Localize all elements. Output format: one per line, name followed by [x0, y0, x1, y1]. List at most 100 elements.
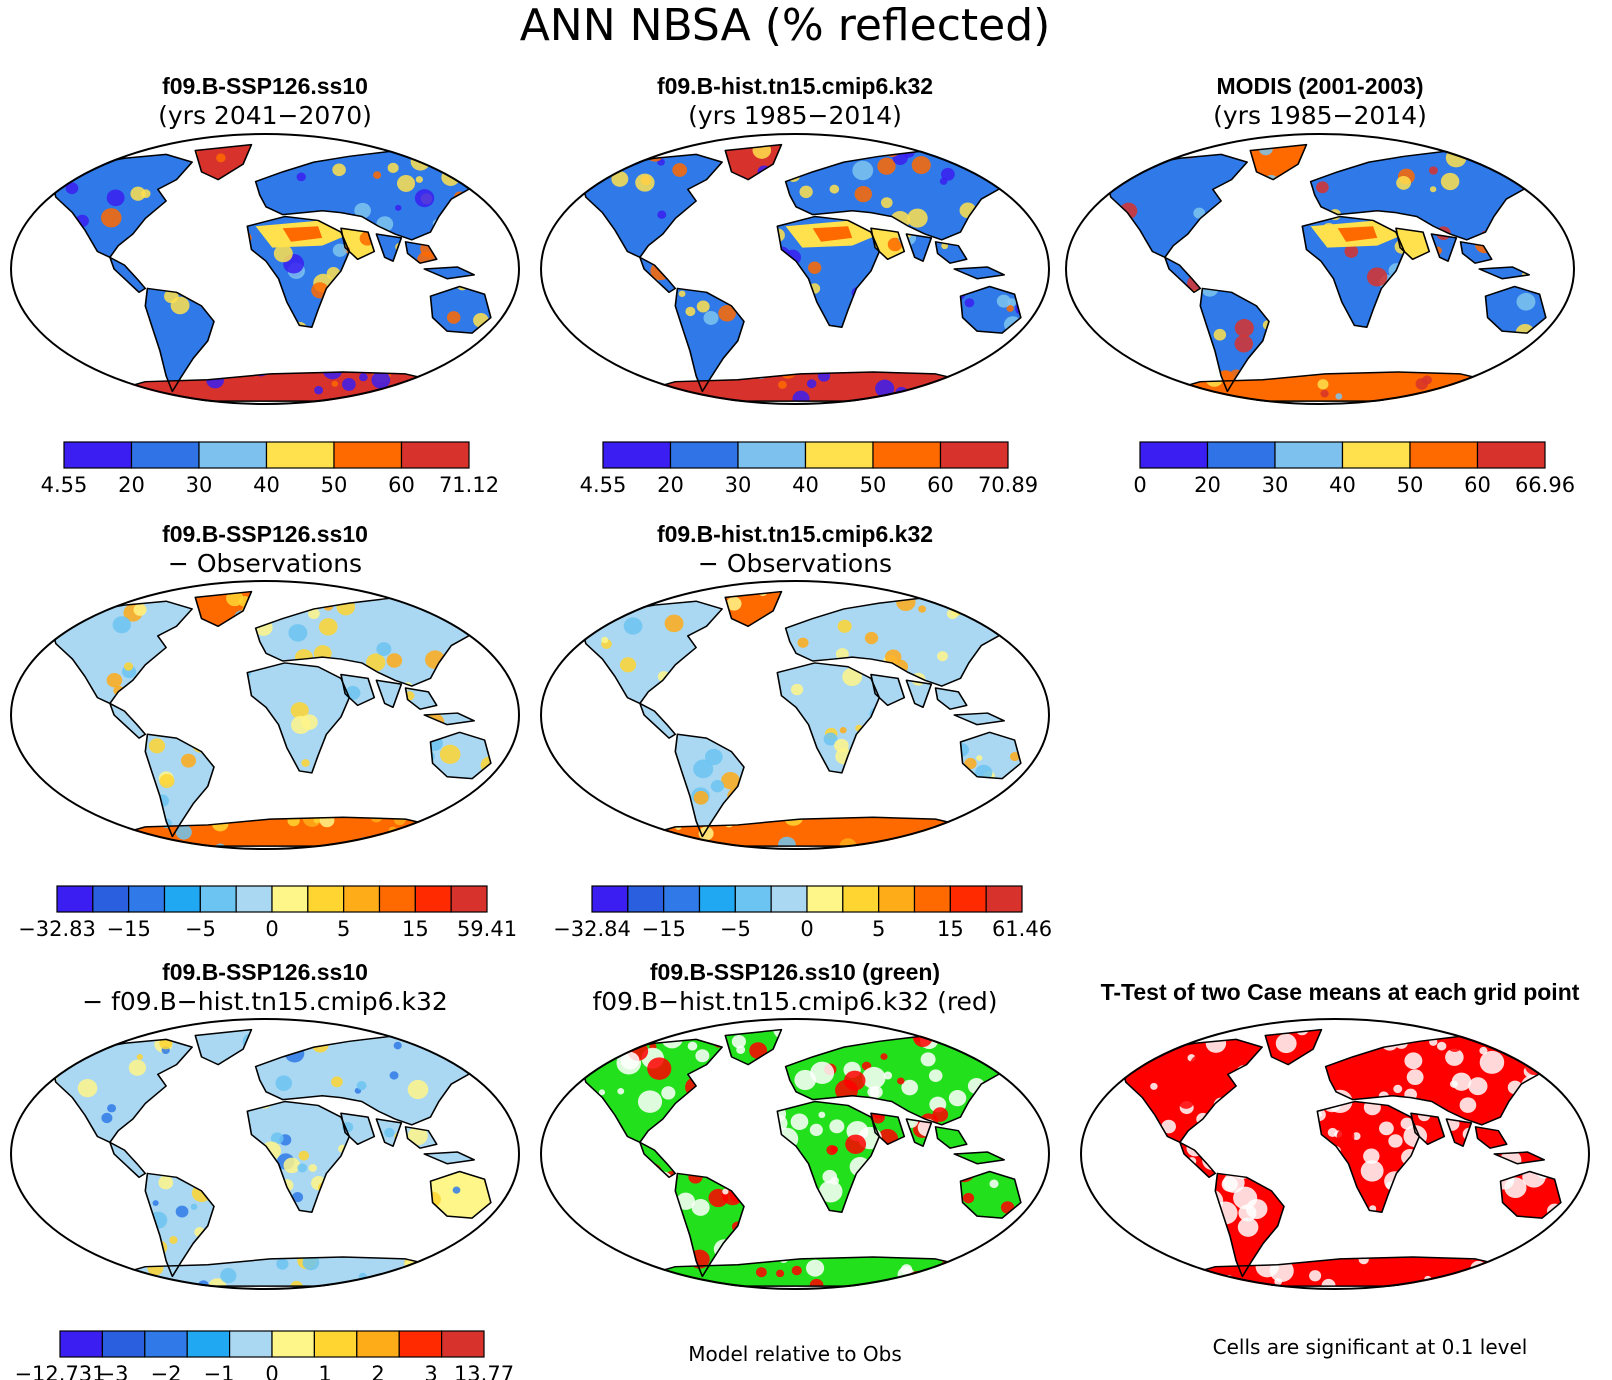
- landmass-sa: [145, 734, 214, 837]
- colorbar-box: [734, 885, 772, 913]
- landmass-ar: [340, 1113, 375, 1145]
- colorbar-box: [602, 441, 672, 469]
- colorbar-box: [949, 885, 987, 913]
- colorbar-box: [1409, 441, 1479, 469]
- landmass-id: [954, 267, 1005, 279]
- colorbar-box: [698, 885, 736, 913]
- landmass-ca: [109, 1142, 146, 1178]
- panel-case1-climo: f09.B-SSP126.ss10(yrs 2041−2070) 4.55 20 30…: [10, 73, 520, 497]
- colorbar-box: [591, 885, 629, 913]
- colorbar-tick-label: 20: [1194, 473, 1221, 497]
- landmass-au: [960, 732, 1021, 779]
- map-border: [1065, 133, 1575, 405]
- panel-subtitle: (yrs 1985−2014): [1213, 101, 1427, 130]
- colorbar-tick-label: −15: [642, 917, 686, 941]
- colorbar-tick-label: −5: [720, 917, 751, 941]
- landmass-id: [954, 1152, 1005, 1164]
- colorbar-tick-label: 30: [1262, 473, 1289, 497]
- colorbar-tick-label: 4.55: [580, 473, 627, 497]
- landmass-au: [430, 732, 491, 779]
- colorbar-tick-label: 50: [1397, 473, 1424, 497]
- colorbar-tick-label: 20: [657, 473, 684, 497]
- landmass-af: [247, 1101, 350, 1213]
- map-border: [10, 580, 520, 850]
- colorbar-box: [878, 885, 916, 913]
- world-map: [1065, 133, 1575, 405]
- landmass-sa: [675, 734, 744, 837]
- panel-ttest: T-Test of two Case means at each grid po…: [1080, 979, 1590, 1359]
- landmass-id: [424, 1152, 475, 1164]
- landmass-na: [51, 601, 193, 704]
- colorbar-box: [198, 441, 268, 469]
- colorbar-tick-label: −32.83: [18, 917, 96, 941]
- colorbar-tick-label: 60: [1464, 473, 1491, 497]
- colorbar-tick-label: −32.84: [553, 917, 631, 941]
- colorbar-box: [400, 441, 470, 469]
- colorbar-box: [144, 1330, 188, 1358]
- colorbar-box: [265, 441, 335, 469]
- landmass-eu: [255, 597, 481, 687]
- world-map: [10, 133, 520, 405]
- colorbar-box: [92, 885, 130, 913]
- colorbar-tick-label: 5: [337, 917, 350, 941]
- panel-case1-minus-obs: f09.B-SSP126.ss10− Observations −32.83 −15…: [10, 521, 520, 941]
- colorbar: 0 20 30 40 50 60 66.96: [1133, 441, 1575, 497]
- landmass-sa: [1200, 288, 1269, 392]
- colorbar-box: [1476, 441, 1546, 469]
- colorbar-tick-label: 59.41: [457, 917, 517, 941]
- colorbar-box: [307, 885, 345, 913]
- colorbar-tick-label: 15: [937, 917, 964, 941]
- colorbar-box: [1341, 441, 1411, 469]
- colorbar-box: [56, 885, 94, 913]
- colorbar-box: [669, 441, 739, 469]
- map-border: [10, 133, 520, 405]
- colorbar-box: [313, 1330, 358, 1358]
- map-border: [540, 580, 1050, 850]
- colorbar: −32.83 −15 −5 0 5 15 59.41: [18, 885, 517, 941]
- colorbar-tick-label: 40: [253, 473, 280, 497]
- colorbar-box: [235, 885, 273, 913]
- colorbar: 4.55 20 30 40 50 60 71.12: [41, 441, 499, 497]
- panel-subtitle: − Observations: [168, 549, 362, 578]
- colorbar-tick-label: −12.731: [14, 1362, 105, 1380]
- colorbar-tick-label: −5: [185, 917, 216, 941]
- world-map: [540, 580, 1050, 850]
- panel-subtitle: f09.B−hist.tn15.cmip6.k32 (red): [592, 987, 997, 1016]
- colorbar-tick-label: 13.77: [454, 1362, 514, 1380]
- colorbar-tick-label: 60: [388, 473, 415, 497]
- colorbar-box: [229, 1330, 273, 1358]
- world-map: [10, 1018, 520, 1290]
- colorbar: −12.731−3 −2 −1 0 1 2 3 13.77: [14, 1330, 514, 1380]
- landmass-na: [581, 601, 723, 704]
- colorbar-tick-label: 50: [860, 473, 887, 497]
- landmass-eu: [255, 1035, 481, 1125]
- landmass-na: [1121, 1039, 1263, 1143]
- colorbar-box: [939, 441, 1009, 469]
- colorbar-box: [271, 1330, 316, 1358]
- colorbar-tick-label: 60: [927, 473, 954, 497]
- colorbar-box: [737, 441, 807, 469]
- landmass-eu: [1310, 150, 1536, 240]
- panel-title: MODIS (2001-2003): [1216, 73, 1423, 99]
- panel-title: f09.B-SSP126.ss10: [162, 73, 368, 99]
- landmass-ca: [109, 257, 146, 293]
- colorbar-box: [806, 885, 844, 913]
- map-border: [540, 133, 1050, 405]
- panel-case1-minus-case2: f09.B-SSP126.ss10− f09.B−hist.tn15.cmip6…: [10, 959, 520, 1380]
- panel-title: f09.B-SSP126.ss10 (green): [650, 959, 940, 985]
- panels: f09.B-SSP126.ss10(yrs 2041−2070)4.55 20 30…: [10, 73, 1590, 1380]
- colorbar-tick-label: 2: [371, 1362, 384, 1380]
- landmass-ca: [109, 703, 146, 739]
- panel-title: f09.B-SSP126.ss10: [162, 959, 368, 985]
- panel-subtitle: − Observations: [698, 549, 892, 578]
- landmass-ca: [639, 1142, 676, 1178]
- colorbar-tick-label: 1: [318, 1362, 331, 1380]
- colorbar-box: [1206, 441, 1276, 469]
- colorbar-tick-label: −3: [98, 1362, 129, 1380]
- landmass-gl: [195, 1029, 252, 1065]
- colorbar-tick-label: −15: [107, 917, 151, 941]
- panel-subtitle: (yrs 2041−2070): [158, 101, 372, 130]
- colorbar-tick-label: 5: [872, 917, 885, 941]
- panel-title: f09.B-hist.tn15.cmip6.k32: [657, 521, 933, 547]
